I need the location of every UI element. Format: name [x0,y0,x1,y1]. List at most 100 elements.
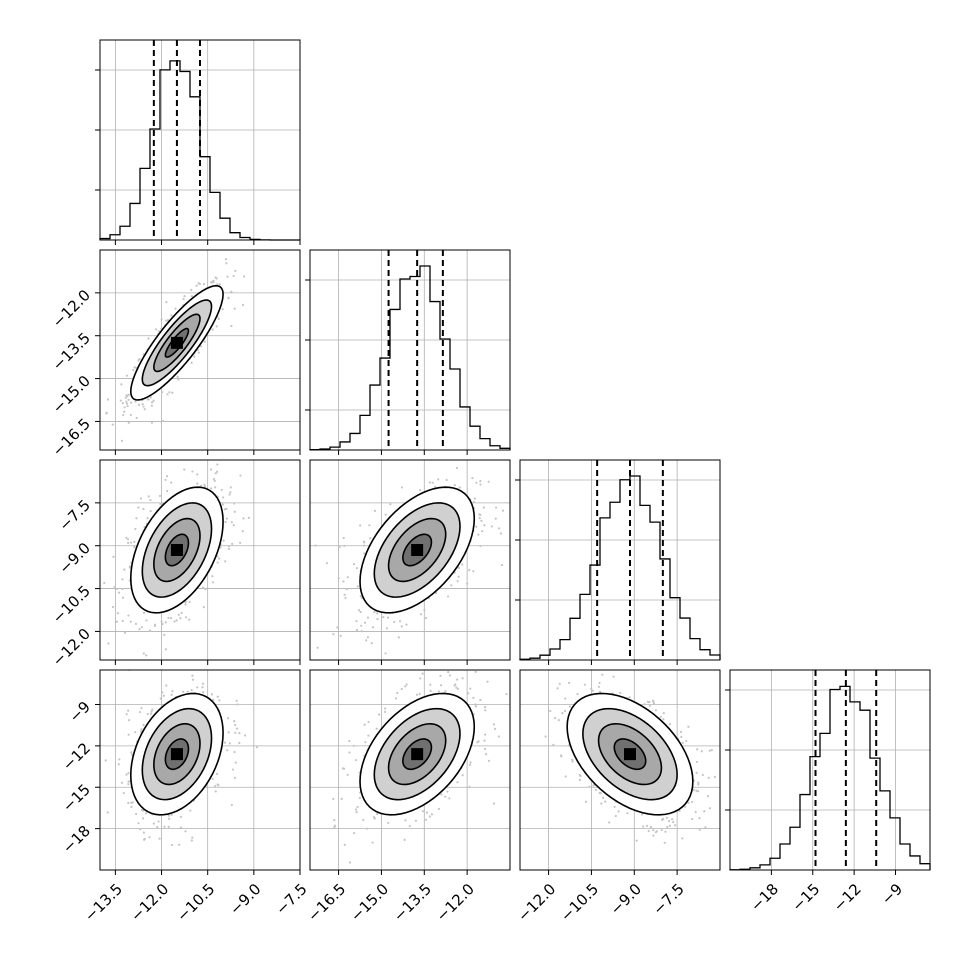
scatter-point [125,773,128,776]
scatter-point [152,822,155,825]
scatter-point [456,781,459,784]
panel-frame [309,249,511,451]
scatter-point [598,690,602,693]
scatter-point [358,796,361,800]
scatter-point [405,683,408,686]
scatter-point [140,728,143,731]
scatter-point [119,399,122,402]
scatter-point [127,709,130,712]
scatter-point [316,646,319,649]
scatter-point [200,484,203,488]
scatter-point [464,445,466,447]
scatter-point [626,812,629,815]
scatter-point [441,662,443,664]
scatter-point [224,560,227,563]
scatter-point [332,797,335,801]
scatter-point [642,825,645,828]
scatter-point [695,771,698,774]
scatter-point [430,813,433,816]
scatter-point [234,761,237,764]
scatter-point [190,839,193,842]
scatter-point [233,510,236,513]
scatter-point [400,625,403,628]
scatter-point [135,517,138,520]
scatter-point [199,345,202,348]
scatter-point [580,650,582,652]
scatter-point [130,801,133,804]
scatter-point [556,687,559,690]
scatter-point [143,408,146,411]
scatter-point [600,802,603,805]
scatter-point [363,552,366,555]
scatter-point [124,396,128,399]
scatter-point [150,401,154,404]
scatter-point [177,378,180,381]
scatter-point [149,396,152,399]
scatter-point [233,750,236,754]
scatter-point [567,681,571,684]
scatter-point [385,627,388,630]
histogram-3 [729,685,931,871]
scatter-point [601,796,605,799]
scatter-point [135,416,138,420]
scatter-point [216,695,219,698]
panel-2-1 [309,445,511,665]
scatter-point [691,817,694,821]
scatter-point [698,817,701,820]
scatter-point [159,697,162,700]
scatter-point [367,734,370,737]
scatter-point [583,683,586,686]
scatter-point [165,475,169,478]
scatter-point [134,400,137,403]
contour-2 [582,707,678,801]
scatter-point [423,609,426,612]
scatter-point [116,612,120,615]
scatter-point [228,742,231,745]
scatter-point [338,545,341,549]
scatter-point [608,821,611,824]
scatter-point [122,791,125,795]
scatter-point [336,626,339,629]
scatter-point [164,478,167,482]
x-tick-label: −15 [788,880,823,915]
scatter-point [429,689,432,692]
panel-frame [99,39,301,241]
scatter-point [183,295,186,298]
scatter-point [450,584,453,587]
density-peak [411,544,424,556]
scatter-point [670,818,674,821]
x-tick-label: −12.0 [514,880,559,925]
scatter-point [121,402,124,405]
scatter-point [355,566,358,570]
histogram-2 [519,475,721,660]
scatter-point [439,684,443,687]
scatter-point [487,759,491,762]
scatter-point [345,588,348,591]
scatter-point [133,540,136,543]
scatter-point [191,674,194,677]
scatter-point [373,509,377,512]
contour-0 [402,533,433,567]
scatter-point [475,481,478,484]
scatter-point [695,789,698,792]
panel-frame [99,669,301,871]
scatter-point [567,744,570,747]
scatter-point [203,340,206,343]
scatter-point [481,529,484,533]
scatter-point [437,478,440,481]
scatter-point [202,606,205,609]
scatter-point [356,805,359,809]
scatter-point [357,609,361,612]
scatter-point [471,477,474,480]
scatter-point [234,269,237,272]
x-tick-label: −18 [747,880,782,915]
scatter-point [161,691,164,694]
scatter-point [341,767,344,770]
scatter-point [696,748,699,751]
scatter-point [142,611,146,614]
scatter-point [447,671,450,674]
scatter-point [179,815,183,818]
scatter-point [713,775,716,778]
scatter-point [223,508,227,511]
scatter-point [690,800,694,804]
